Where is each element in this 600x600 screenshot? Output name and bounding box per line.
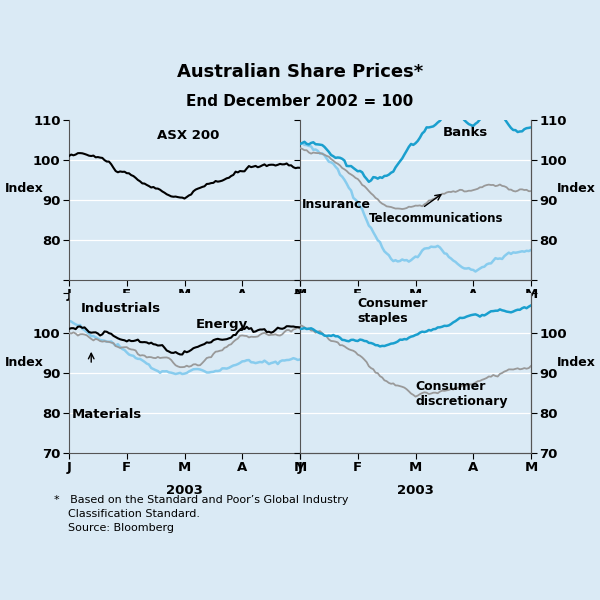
Text: Materials: Materials — [71, 408, 142, 421]
Text: Index: Index — [5, 356, 43, 370]
Text: *   Based on the Standard and Poor’s Global Industry
    Classification Standard: * Based on the Standard and Poor’s Globa… — [54, 495, 349, 533]
Text: Consumer
discretionary: Consumer discretionary — [415, 380, 508, 408]
Text: End December 2002 = 100: End December 2002 = 100 — [187, 94, 413, 109]
Text: Australian Share Prices*: Australian Share Prices* — [177, 63, 423, 81]
Text: Index: Index — [557, 356, 595, 370]
Text: Energy: Energy — [196, 318, 248, 331]
Text: Index: Index — [5, 182, 43, 196]
Text: Index: Index — [557, 182, 595, 196]
Text: 2003: 2003 — [166, 484, 203, 497]
Text: ASX 200: ASX 200 — [157, 129, 219, 142]
Text: Industrials: Industrials — [80, 302, 161, 315]
Text: 2003: 2003 — [397, 484, 434, 497]
Text: Insurance: Insurance — [302, 198, 371, 211]
Text: Telecommunications: Telecommunications — [370, 212, 504, 226]
Text: Consumer
staples: Consumer staples — [358, 297, 428, 325]
Text: Banks: Banks — [443, 126, 488, 139]
